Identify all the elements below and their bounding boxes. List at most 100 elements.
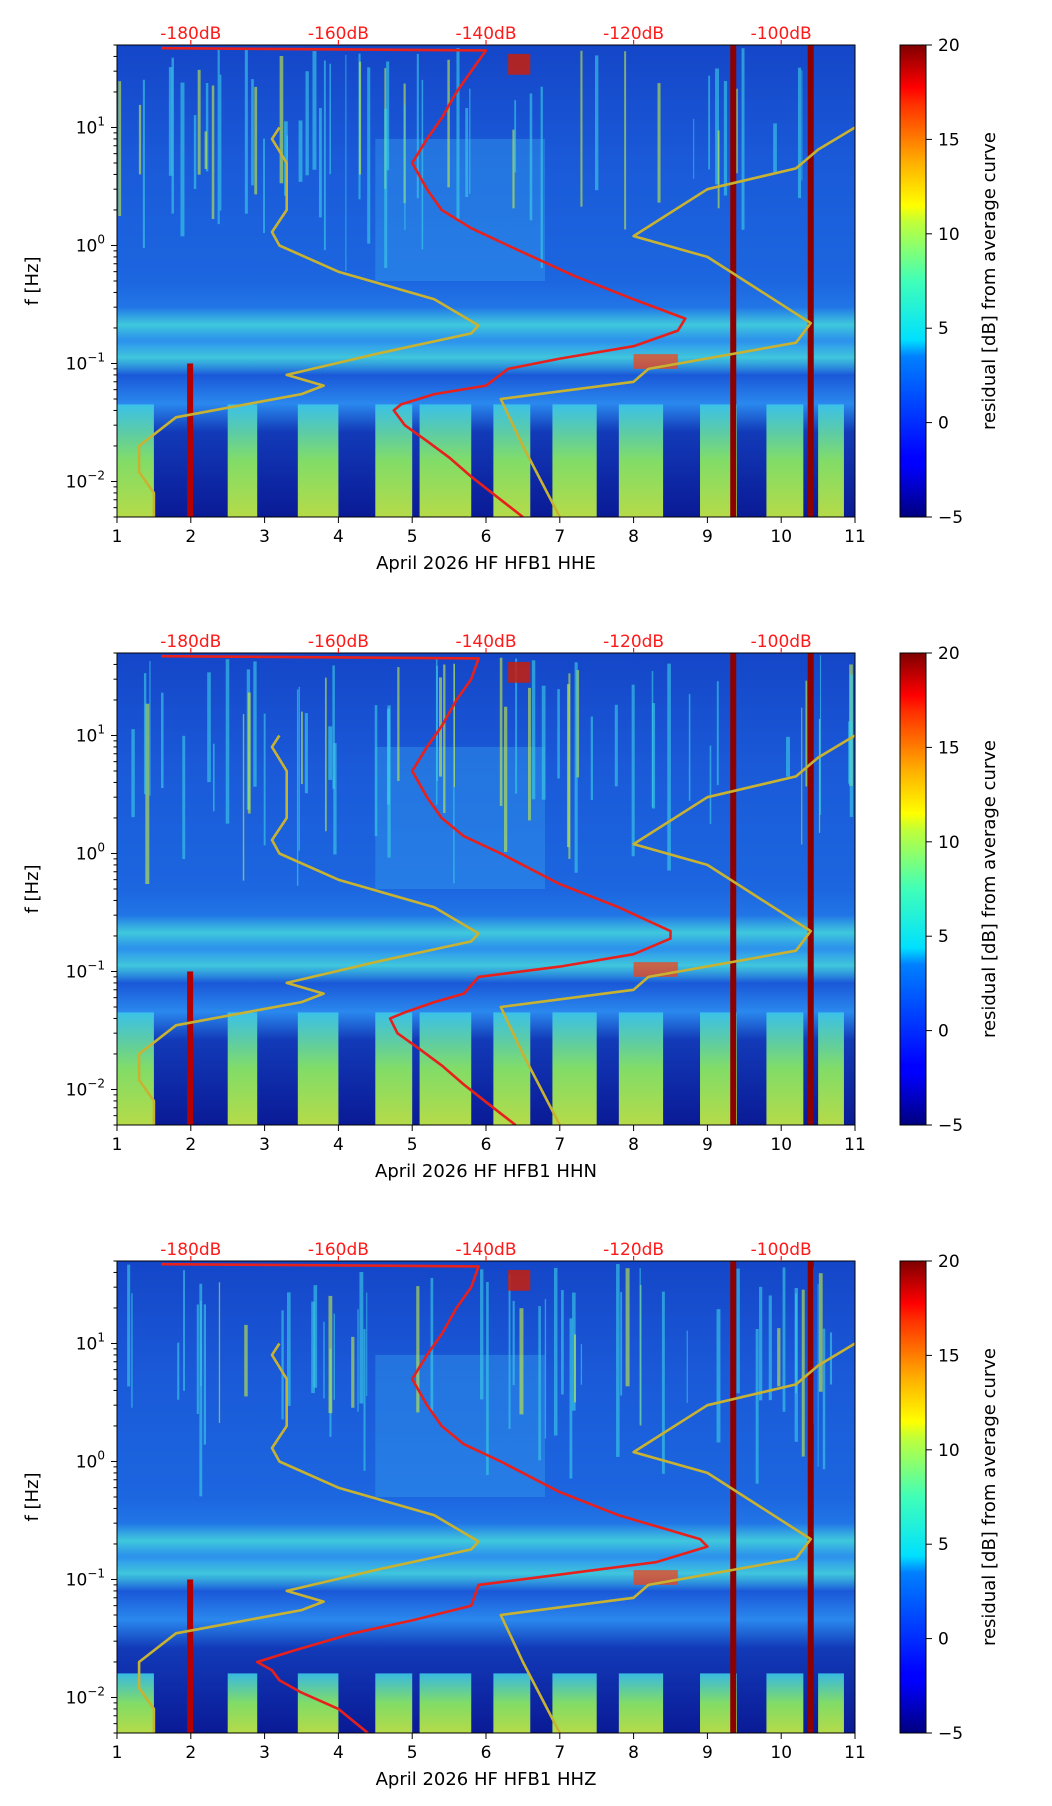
lowfreq-block <box>818 404 844 517</box>
hf-streak <box>569 1318 573 1479</box>
hf-streak <box>384 108 388 268</box>
hf-streak <box>817 1283 819 1467</box>
y-tick-exponent: −2 <box>87 468 105 482</box>
y-tick-exponent: 1 <box>97 114 105 128</box>
y-tick-label: 10−1 <box>66 1566 105 1590</box>
hf-streak <box>219 74 222 211</box>
y-tick-label: 101 <box>76 114 105 138</box>
db-scale-label: -140dB <box>455 24 516 44</box>
hf-streak <box>540 86 543 268</box>
lowfreq-block <box>618 1012 664 1125</box>
db-scale-label: -180dB <box>160 1240 221 1260</box>
hf-streak <box>453 663 456 788</box>
hf-streak <box>631 684 635 857</box>
hf-streak <box>183 1270 186 1391</box>
colorbar <box>899 44 927 518</box>
colorbar-tick-label: −5 <box>938 1724 963 1744</box>
hf-streak <box>652 703 656 809</box>
x-tick-label: 6 <box>481 527 492 547</box>
hf-streak <box>709 745 712 824</box>
hf-streak <box>127 1264 131 1387</box>
vertical-marker-line <box>730 1261 737 1733</box>
x-tick-label: 8 <box>628 1743 639 1763</box>
db-scale-label: -160dB <box>308 1240 369 1260</box>
y-tick-exponent: 1 <box>97 1330 105 1344</box>
hf-streak <box>574 662 578 873</box>
lowfreq-block <box>766 404 804 517</box>
colorbar-tick-label: 5 <box>938 927 949 947</box>
hf-streak <box>404 105 406 230</box>
hf-streak <box>367 67 371 244</box>
db-scale-label: -100dB <box>751 632 812 652</box>
lowfreq-block <box>227 404 258 517</box>
yellow-curve-2 <box>499 1342 855 1733</box>
x-tick-label: 2 <box>185 527 196 547</box>
hf-streak <box>357 1309 359 1412</box>
colorbar-tick-label: 10 <box>938 833 960 853</box>
hf-streak <box>512 1300 515 1386</box>
hf-streak <box>443 664 446 814</box>
hf-streak <box>313 1285 318 1388</box>
hf-streak <box>131 729 135 818</box>
hf-streak <box>651 671 654 808</box>
hf-streak <box>203 1304 207 1445</box>
hf-streak <box>212 743 215 812</box>
colorbar-tick-label: 5 <box>938 1535 949 1555</box>
colorbar-tick-label: 0 <box>938 414 949 434</box>
y-tick-label: 10−1 <box>66 350 105 374</box>
hf-streak <box>279 56 284 184</box>
x-tick-label: 3 <box>259 527 270 547</box>
hf-streak <box>333 1313 335 1400</box>
y-axis-title: f [Hz] <box>22 864 43 913</box>
hf-streak <box>242 714 245 881</box>
hf-streak <box>286 1292 291 1406</box>
hf-streak <box>329 63 332 175</box>
hf-streak <box>625 1268 630 1387</box>
x-tick-label: 1 <box>112 1135 123 1155</box>
hf-streak <box>253 661 257 787</box>
hf-streak <box>717 130 720 209</box>
hf-streak <box>168 67 173 176</box>
hf-streak <box>359 1272 364 1404</box>
colorbar <box>899 652 927 1126</box>
hotspot-hf <box>508 53 531 75</box>
colorbar-tick-label: 20 <box>938 36 960 56</box>
y-tick-label: 10−1 <box>66 958 105 982</box>
hf-streak <box>324 677 327 832</box>
hf-streak <box>298 686 300 851</box>
lowfreq-block <box>766 1673 804 1733</box>
y-tick-label: 100 <box>76 840 105 864</box>
lowfreq-block <box>297 404 339 517</box>
vertical-marker-line <box>807 1261 814 1733</box>
colorbar-tick-label: −5 <box>938 508 963 528</box>
red-curve <box>161 1262 709 1733</box>
hf-streak <box>145 703 150 885</box>
hf-streak <box>387 705 391 858</box>
x-tick-label: 9 <box>702 527 713 547</box>
hf-streak <box>196 1304 199 1414</box>
hf-streak <box>801 70 803 181</box>
db-scale-label: -120dB <box>603 632 664 652</box>
db-scale-label: -160dB <box>308 632 369 652</box>
hf-streak <box>773 123 777 173</box>
hf-streak <box>734 88 738 174</box>
y-tick-label: 10−2 <box>66 1684 105 1708</box>
hf-streak <box>304 712 308 794</box>
mid-glow <box>375 138 546 281</box>
microseism-band-2 <box>117 1555 855 1591</box>
hf-streak <box>171 57 174 214</box>
x-tick-label: 8 <box>628 1135 639 1155</box>
strong-event <box>187 971 194 1125</box>
hf-streak <box>366 1292 368 1396</box>
colorbar-tick-label: 20 <box>938 644 960 664</box>
y-tick-label: 101 <box>76 722 105 746</box>
hf-streak <box>332 665 335 789</box>
y-tick-base: 10 <box>66 962 88 982</box>
hf-streak <box>708 75 711 170</box>
y-tick-exponent: −1 <box>87 1566 105 1580</box>
lowfreq-block <box>297 1673 339 1733</box>
hf-streak <box>323 60 326 251</box>
x-tick-label: 11 <box>844 1743 866 1763</box>
hotspot-hf <box>508 661 531 683</box>
lowfreq-block <box>818 1012 844 1125</box>
